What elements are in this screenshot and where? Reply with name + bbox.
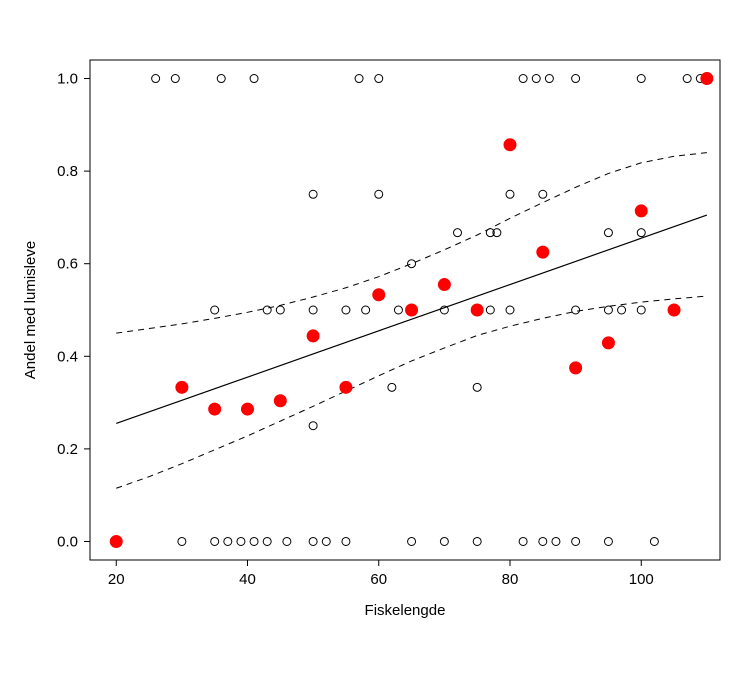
open-point — [224, 537, 232, 545]
open-point — [362, 306, 370, 314]
open-point — [388, 383, 396, 391]
open-point — [171, 75, 179, 83]
red-point — [406, 304, 418, 316]
open-point — [532, 75, 540, 83]
open-point — [683, 75, 691, 83]
y-tick-label: 0.0 — [57, 533, 78, 550]
open-point — [309, 190, 317, 198]
open-point — [342, 537, 350, 545]
open-point — [440, 537, 448, 545]
x-axis-label: Fiskelengde — [365, 602, 446, 619]
chart-svg: 20 40 60 80 100 0.0 0.2 0.4 0.6 0.8 1.0 Fiskelengde… — [0, 0, 748, 673]
open-point — [178, 537, 186, 545]
open-point — [539, 537, 547, 545]
open-point — [283, 537, 291, 545]
open-point — [322, 537, 330, 545]
open-point — [250, 537, 258, 545]
x-tick-label: 60 — [370, 571, 387, 588]
red-point — [176, 381, 188, 393]
red-point — [471, 304, 483, 316]
open-point — [637, 229, 645, 237]
y-tick-label: 0.4 — [57, 348, 78, 365]
red-point — [438, 279, 450, 291]
red-point — [570, 362, 582, 374]
x-tick-label: 100 — [629, 571, 654, 588]
open-point — [217, 75, 225, 83]
open-point — [263, 537, 271, 545]
y-axis-label: Andel med lumisleve — [22, 241, 39, 379]
open-point — [506, 190, 514, 198]
red-point — [635, 205, 647, 217]
open-point — [250, 75, 258, 83]
scatter-chart: 20 40 60 80 100 0.0 0.2 0.4 0.6 0.8 1.0 Fiskelengde… — [0, 0, 748, 673]
open-point — [211, 537, 219, 545]
open-point — [604, 537, 612, 545]
open-point — [539, 190, 547, 198]
open-point — [454, 229, 462, 237]
red-point — [602, 337, 614, 349]
open-point — [637, 75, 645, 83]
y-tick-label: 1.0 — [57, 71, 78, 88]
open-point — [604, 229, 612, 237]
x-tick-label: 40 — [239, 571, 256, 588]
open-point — [618, 306, 626, 314]
open-point — [342, 306, 350, 314]
x-tick-label: 20 — [108, 571, 125, 588]
open-point — [309, 422, 317, 430]
red-point — [274, 395, 286, 407]
open-point — [473, 537, 481, 545]
open-point — [637, 306, 645, 314]
open-point — [355, 75, 363, 83]
open-point — [408, 537, 416, 545]
x-tick-label: 80 — [502, 571, 519, 588]
open-point — [263, 306, 271, 314]
y-tick-label: 0.8 — [57, 163, 78, 180]
red-point — [701, 73, 713, 85]
open-point — [506, 306, 514, 314]
open-point — [211, 306, 219, 314]
open-point — [545, 75, 553, 83]
open-point — [408, 260, 416, 268]
open-point — [486, 306, 494, 314]
red-point — [209, 403, 221, 415]
y-tick-label: 0.6 — [57, 256, 78, 273]
open-point — [375, 190, 383, 198]
red-point — [373, 289, 385, 301]
red-point — [340, 381, 352, 393]
red-point — [668, 304, 680, 316]
open-point — [276, 306, 284, 314]
open-point — [519, 537, 527, 545]
open-point — [572, 306, 580, 314]
red-point — [307, 330, 319, 342]
open-point — [572, 75, 580, 83]
red-point — [110, 535, 122, 547]
red-point — [504, 139, 516, 151]
red-point — [537, 246, 549, 258]
open-point — [237, 537, 245, 545]
fit-line — [116, 215, 707, 423]
open-point — [604, 306, 612, 314]
open-point — [309, 537, 317, 545]
red-point — [242, 403, 254, 415]
open-point — [473, 383, 481, 391]
open-point — [394, 306, 402, 314]
open-point — [650, 537, 658, 545]
open-point — [552, 537, 560, 545]
open-point — [152, 75, 160, 83]
open-point — [309, 306, 317, 314]
open-point — [572, 537, 580, 545]
open-point — [519, 75, 527, 83]
y-tick-label: 0.2 — [57, 441, 78, 458]
open-point — [375, 75, 383, 83]
